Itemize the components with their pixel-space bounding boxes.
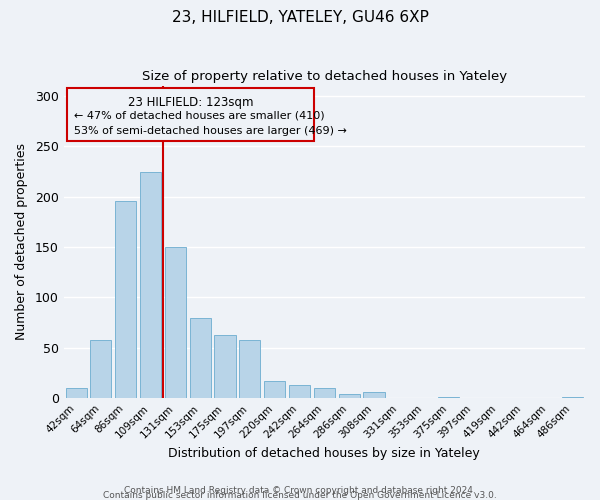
FancyBboxPatch shape	[67, 88, 314, 141]
Bar	[140, 172, 161, 398]
Text: 23 HILFIELD: 123sqm: 23 HILFIELD: 123sqm	[128, 96, 253, 108]
Bar	[364, 392, 385, 398]
Bar	[165, 247, 186, 398]
X-axis label: Distribution of detached houses by size in Yateley: Distribution of detached houses by size …	[169, 447, 480, 460]
Bar	[239, 340, 260, 398]
Y-axis label: Number of detached properties: Number of detached properties	[15, 144, 28, 340]
Bar	[214, 335, 236, 398]
Bar	[190, 318, 211, 398]
Title: Size of property relative to detached houses in Yateley: Size of property relative to detached ho…	[142, 70, 507, 83]
Bar	[314, 388, 335, 398]
Text: ← 47% of detached houses are smaller (410): ← 47% of detached houses are smaller (41…	[74, 111, 325, 121]
Bar	[65, 388, 86, 398]
Bar	[264, 381, 285, 398]
Bar	[91, 340, 112, 398]
Text: 23, HILFIELD, YATELEY, GU46 6XP: 23, HILFIELD, YATELEY, GU46 6XP	[172, 10, 428, 25]
Bar	[115, 200, 136, 398]
Text: Contains public sector information licensed under the Open Government Licence v3: Contains public sector information licen…	[103, 491, 497, 500]
Bar	[338, 394, 360, 398]
Text: 53% of semi-detached houses are larger (469) →: 53% of semi-detached houses are larger (…	[74, 126, 347, 136]
Bar	[289, 385, 310, 398]
Text: Contains HM Land Registry data © Crown copyright and database right 2024.: Contains HM Land Registry data © Crown c…	[124, 486, 476, 495]
